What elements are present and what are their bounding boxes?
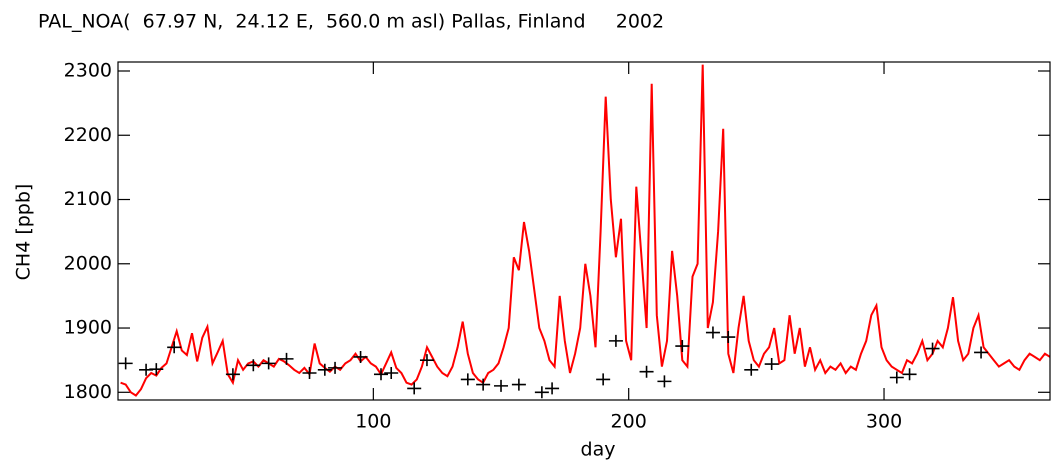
data-point — [317, 363, 332, 376]
data-point — [534, 386, 549, 399]
data-point — [476, 378, 491, 391]
data-point — [596, 373, 611, 386]
data-point — [494, 379, 509, 392]
data-point — [460, 373, 475, 386]
y-tick-label: 2000 — [64, 252, 112, 274]
data-point — [902, 368, 917, 381]
data-point — [705, 326, 720, 339]
plot-frame — [117, 61, 1051, 401]
data-point — [149, 363, 164, 376]
x-tick-label: 300 — [866, 411, 902, 433]
data-point — [419, 354, 434, 367]
data-point — [279, 352, 294, 365]
data-point — [511, 378, 526, 391]
chart-title: PAL_NOA( 67.97 N, 24.12 E, 560.0 m asl) … — [38, 11, 664, 33]
y-tick-label: 1800 — [64, 381, 112, 403]
data-point — [225, 368, 240, 381]
data-point — [889, 371, 904, 384]
data-point — [721, 331, 736, 344]
y-tick-label: 2300 — [64, 59, 112, 81]
data-point — [118, 357, 133, 370]
data-point — [261, 357, 276, 370]
y-tick-label: 1900 — [64, 317, 112, 339]
data-point — [675, 340, 690, 353]
data-point — [246, 359, 261, 372]
y-axis-label: CH4 [ppb] — [13, 184, 35, 281]
data-point — [384, 367, 399, 380]
data-point — [167, 341, 182, 354]
x-tick-label: 200 — [611, 411, 647, 433]
x-tick-label: 100 — [355, 411, 391, 433]
y-tick-label: 2100 — [64, 188, 112, 210]
data-point — [657, 375, 672, 388]
x-axis-label: day — [581, 439, 616, 461]
data-point — [639, 365, 654, 378]
data-point — [608, 334, 623, 347]
data-point — [764, 358, 779, 371]
data-point — [545, 382, 560, 395]
y-tick-label: 2200 — [64, 124, 112, 146]
data-point — [353, 350, 368, 363]
data-point — [302, 367, 317, 380]
data-point — [328, 361, 343, 374]
data-line — [120, 64, 1050, 397]
data-point — [407, 382, 422, 395]
data-point — [925, 342, 940, 355]
data-point — [974, 346, 989, 359]
data-point — [744, 363, 759, 376]
data-point — [374, 368, 389, 381]
